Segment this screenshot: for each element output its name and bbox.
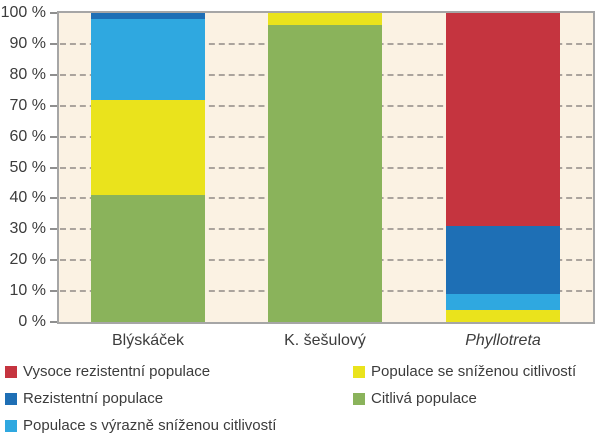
bar-k-e-ulov- xyxy=(268,13,382,322)
x-axis-label-2: K. šešulový xyxy=(284,332,366,349)
y-axis-label-60: 60 % xyxy=(9,127,46,145)
bar-segment xyxy=(446,13,560,227)
x-axis-label-3: Phyllotreta xyxy=(465,332,541,349)
y-axis-label-70: 70 % xyxy=(9,96,46,114)
legend-item-vysoce-rezistentní-populace: Vysoce rezistentní populace xyxy=(5,364,210,380)
legend-swatch xyxy=(5,393,17,405)
bar-segment xyxy=(91,19,205,100)
y-axis-label-80: 80 % xyxy=(9,65,46,83)
y-tick-60 xyxy=(50,135,57,138)
legend-swatch xyxy=(5,366,17,378)
legend-item-citlivá-populace: Citlivá populace xyxy=(353,391,477,407)
y-tick-50 xyxy=(50,166,57,169)
bar-segment xyxy=(268,13,382,26)
legend-label: Populace se sníženou citlivostí xyxy=(371,363,577,380)
legend-item-populace-se-sníženou-citlivostí: Populace se sníženou citlivostí xyxy=(353,364,576,380)
y-axis-label-40: 40 % xyxy=(9,189,46,207)
bar-phyllotreta xyxy=(446,13,560,322)
bar-segment xyxy=(446,309,560,322)
legend-label: Citlivá populace xyxy=(371,390,477,407)
legend-label: Populace s výrazně sníženou citlivostí xyxy=(23,417,277,434)
y-tick-90 xyxy=(50,42,57,45)
y-axis-label-0: 0 % xyxy=(18,313,46,330)
bar-bl-sk-ek xyxy=(91,13,205,322)
y-tick-10 xyxy=(50,290,57,293)
y-tick-40 xyxy=(50,197,57,200)
y-axis-label-10: 10 % xyxy=(9,282,46,300)
y-tick-100 xyxy=(50,12,57,14)
legend-item-populace-s-výrazně-sníženou-citlivostí: Populace s výrazně sníženou citlivostí xyxy=(5,418,276,434)
y-axis-label-20: 20 % xyxy=(9,251,46,269)
legend-item-rezistentní-populace: Rezistentní populace xyxy=(5,391,163,407)
y-tick-30 xyxy=(50,228,57,231)
legend-swatch xyxy=(353,366,365,378)
y-axis-label-90: 90 % xyxy=(9,34,46,52)
bar-segment xyxy=(91,99,205,196)
bar-segment xyxy=(91,195,205,322)
y-tick-0 xyxy=(50,321,57,323)
x-axis-label-1: Blýskáček xyxy=(111,332,185,349)
bar-segment xyxy=(446,294,560,310)
legend-label: Vysoce rezistentní populace xyxy=(23,363,211,380)
y-tick-20 xyxy=(50,259,57,262)
legend-swatch xyxy=(353,393,365,405)
y-axis-label-50: 50 % xyxy=(9,158,46,176)
bar-segment xyxy=(268,25,382,322)
plot-area xyxy=(57,11,595,324)
legend-label: Rezistentní populace xyxy=(23,390,164,407)
legend-swatch xyxy=(5,420,17,432)
bar-segment xyxy=(91,13,205,20)
bar-segment xyxy=(446,226,560,295)
y-axis-label-30: 30 % xyxy=(9,220,46,238)
y-tick-70 xyxy=(50,104,57,107)
y-tick-80 xyxy=(50,73,57,76)
y-axis-label-100: 100 % xyxy=(0,4,46,21)
